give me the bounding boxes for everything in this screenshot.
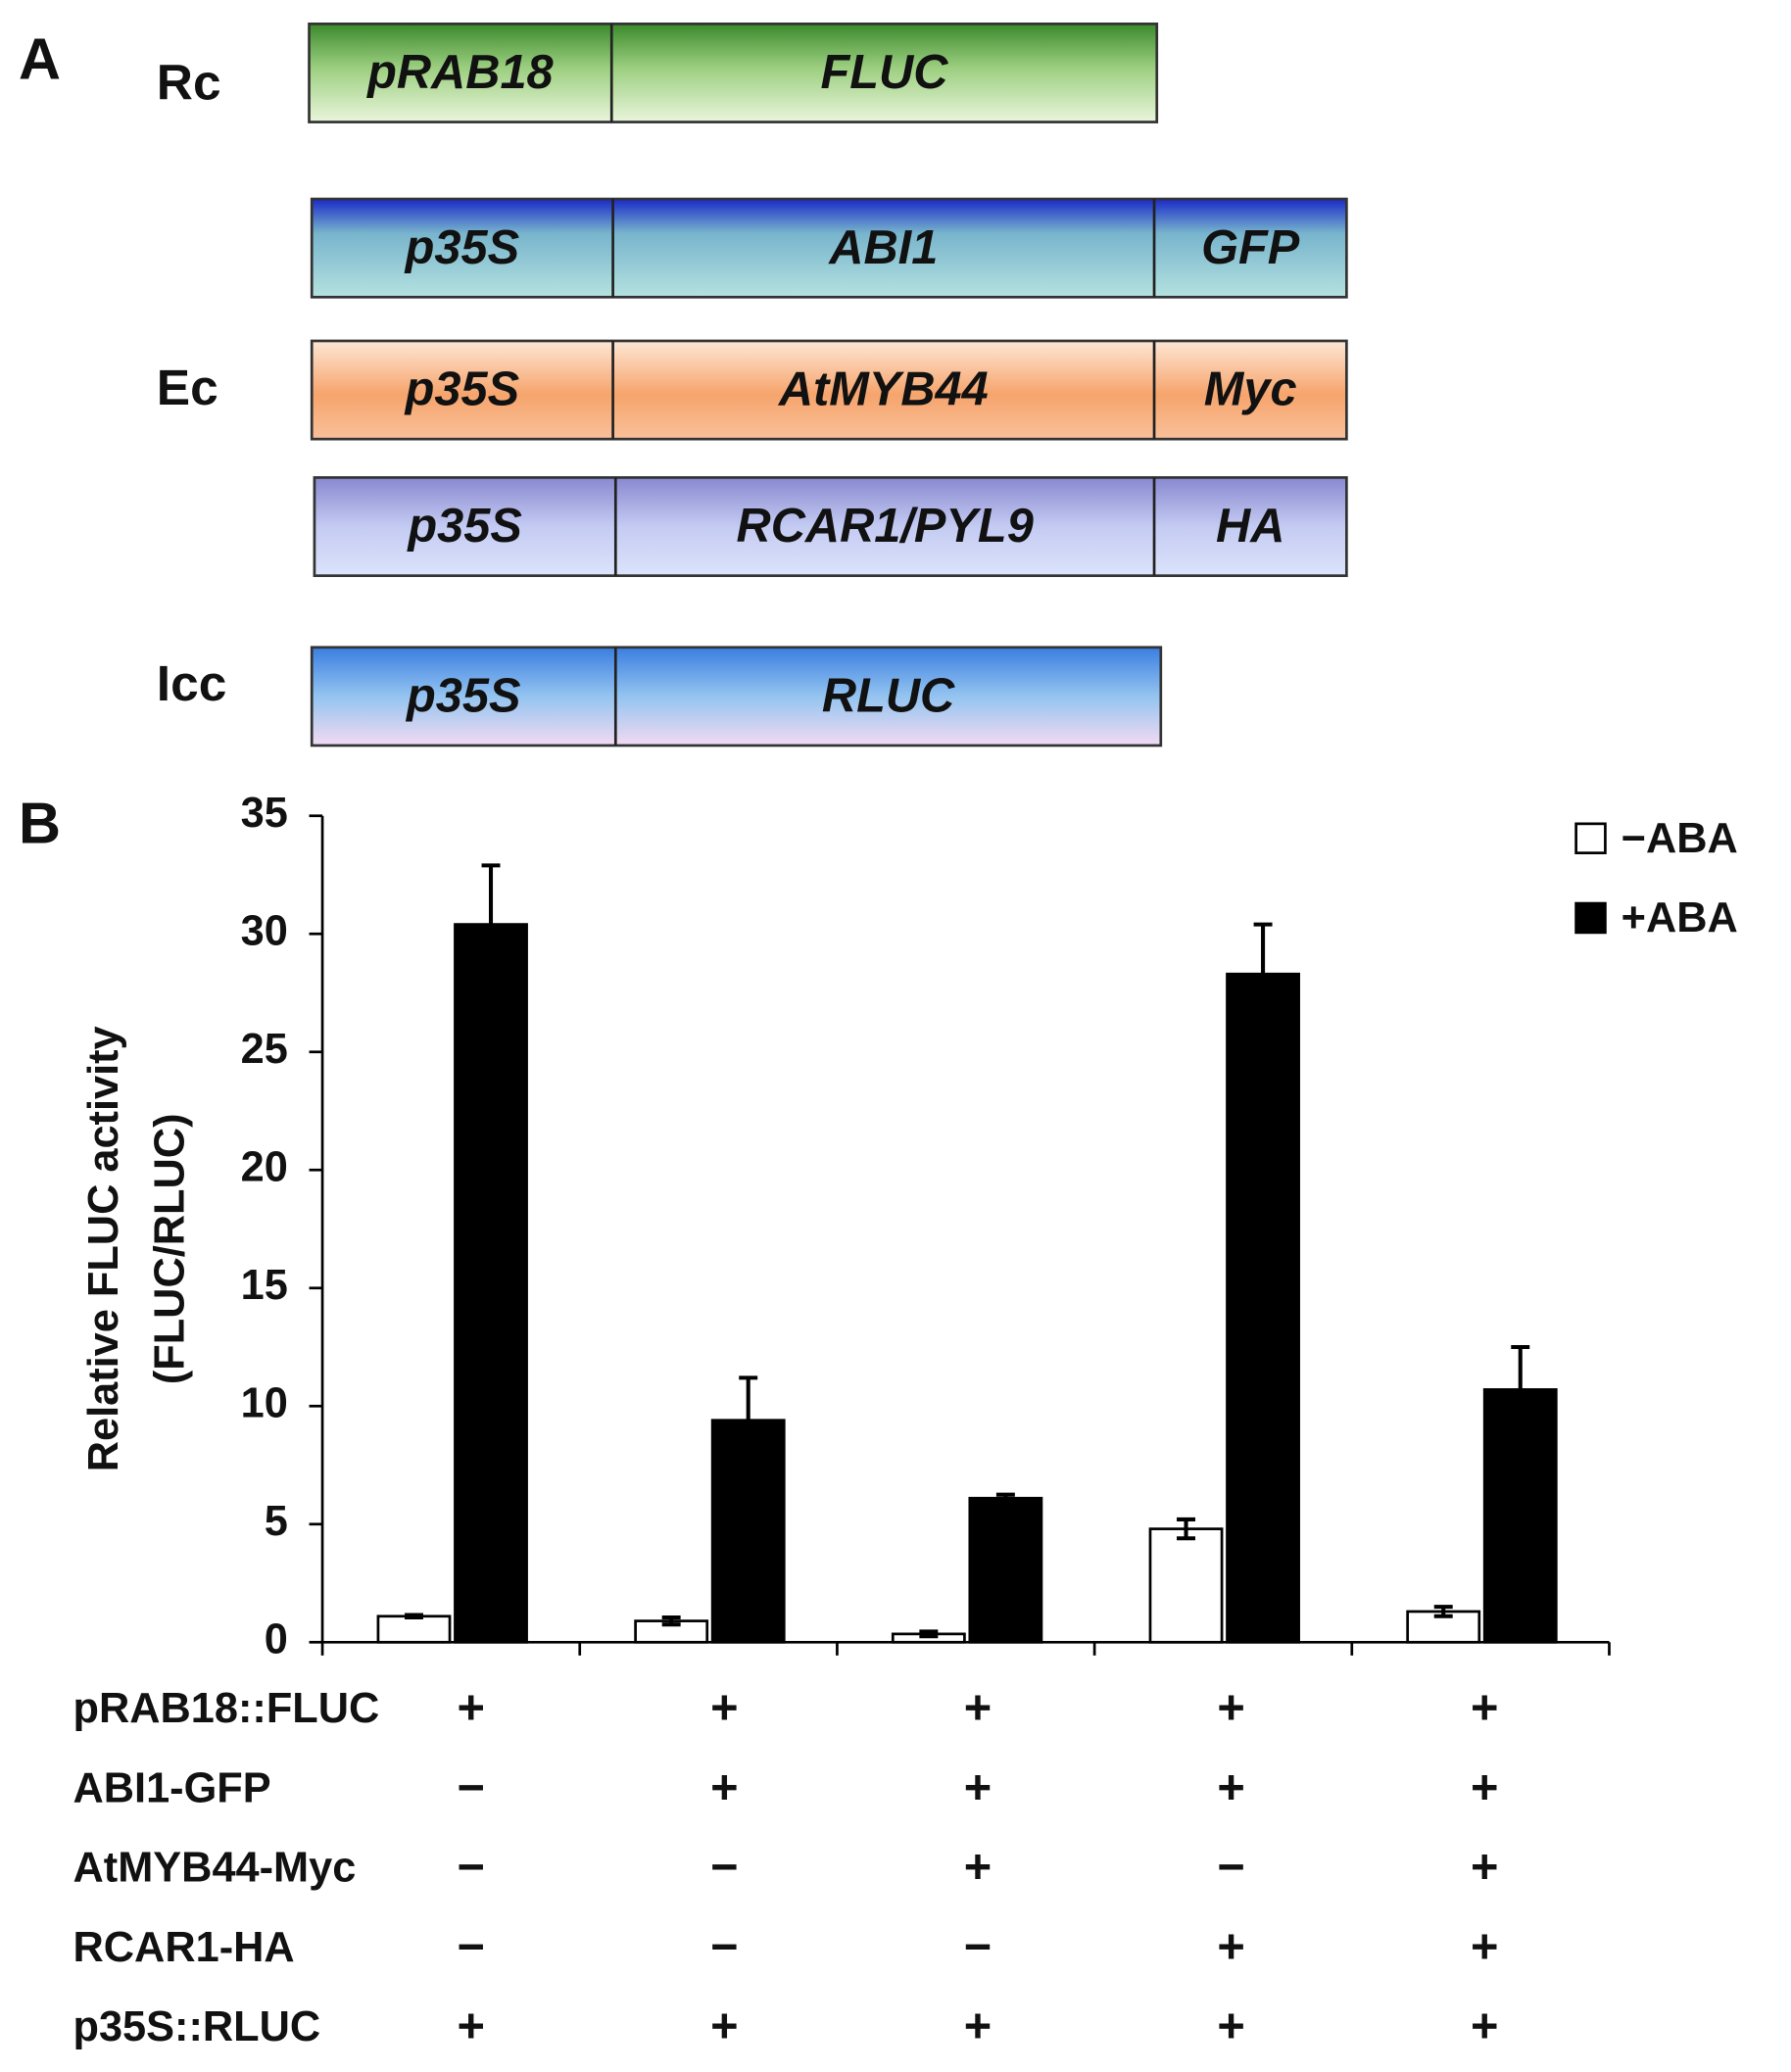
construct	[313, 476, 1348, 578]
condition-mark: −	[710, 1920, 738, 1973]
condition-mark: +	[710, 1761, 738, 1814]
condition-label: AtMYB44-Myc	[73, 1845, 356, 1892]
condition-label: RCAR1-HA	[73, 1924, 294, 1971]
condition-mark: −	[457, 1841, 484, 1894]
condition-mark: +	[1217, 2000, 1244, 2053]
bar	[454, 923, 528, 1644]
condition-label: p35S::RLUC	[73, 2003, 320, 2050]
error-bar	[995, 1492, 1015, 1504]
panel-label: B	[19, 791, 61, 856]
segment-label: RCAR1/PYL9	[737, 500, 1034, 553]
condition-label: ABI1-GFP	[73, 1764, 270, 1811]
condition-mark: +	[457, 2000, 484, 2053]
construct	[310, 646, 1163, 747]
segment-label: p35S	[404, 221, 519, 274]
error-bar	[661, 1614, 681, 1627]
condition-mark: +	[1471, 1920, 1498, 1973]
condition-mark: +	[1471, 1841, 1498, 1894]
y-tick-label: 30	[241, 908, 288, 955]
group-label: Rc	[157, 54, 221, 111]
condition-mark: +	[1217, 1920, 1244, 1973]
condition-mark: −	[457, 1920, 484, 1973]
condition-mark: +	[964, 1841, 992, 1894]
error-bar	[919, 1629, 939, 1639]
condition-mark: +	[964, 1761, 992, 1814]
y-tick-label: 10	[241, 1380, 288, 1427]
condition-mark: +	[1471, 1761, 1498, 1814]
bar	[376, 1614, 452, 1644]
condition-mark: −	[710, 1841, 738, 1894]
group-label: Ec	[157, 359, 218, 415]
group-label: Icc	[157, 654, 227, 711]
segment-label: AtMYB44	[778, 363, 989, 416]
bar	[1226, 972, 1300, 1644]
segment-label: p35S	[404, 363, 519, 416]
condition-mark: +	[1217, 1682, 1244, 1735]
legend-label: −ABA	[1622, 815, 1738, 862]
condition-mark: +	[964, 1682, 992, 1735]
construct	[310, 339, 1348, 441]
legend-swatch	[1574, 901, 1607, 935]
y-tick-label: 20	[241, 1144, 288, 1191]
segment-label: p35S	[405, 669, 520, 722]
y-tick-label: 25	[241, 1026, 288, 1073]
error-bar	[1433, 1605, 1453, 1618]
construct	[308, 23, 1159, 123]
legend-label: +ABA	[1622, 894, 1738, 941]
segment-label: Myc	[1204, 363, 1297, 416]
segment-label: FLUC	[821, 46, 949, 99]
error-bar	[405, 1613, 423, 1620]
condition-mark: −	[457, 1761, 484, 1814]
segment-label: ABI1	[828, 221, 938, 274]
condition-mark: −	[1217, 1841, 1244, 1894]
condition-mark: +	[1471, 2000, 1498, 2053]
segment-label: pRAB18	[365, 46, 554, 99]
bar	[1148, 1527, 1224, 1644]
condition-mark: +	[1217, 1761, 1244, 1814]
condition-mark: +	[457, 1682, 484, 1735]
y-tick-label: 35	[241, 790, 288, 837]
y-tick-label: 0	[265, 1616, 288, 1663]
y-axis-label: (FLUC/RLUC)	[146, 1113, 193, 1384]
legend-swatch	[1574, 822, 1607, 854]
segment-label: GFP	[1201, 221, 1300, 274]
condition-mark: +	[1471, 1682, 1498, 1735]
error-bar	[739, 1375, 758, 1466]
error-bar	[1253, 922, 1273, 1026]
y-tick-label: 15	[241, 1262, 288, 1309]
condition-mark: +	[710, 1682, 738, 1735]
condition-mark: −	[964, 1920, 992, 1973]
segment-label: p35S	[406, 500, 521, 553]
panel-label: A	[19, 26, 61, 92]
y-tick-label: 5	[265, 1498, 288, 1545]
error-bar	[1511, 1344, 1530, 1434]
bar	[968, 1496, 1043, 1644]
error-bar	[481, 863, 501, 986]
segment-label: HA	[1216, 500, 1284, 553]
condition-mark: +	[710, 2000, 738, 2053]
y-axis-label: Relative FLUC activity	[80, 1026, 127, 1471]
error-bar	[1177, 1517, 1196, 1541]
condition-label: pRAB18::FLUC	[73, 1685, 379, 1732]
segment-label: RLUC	[822, 669, 955, 722]
condition-mark: +	[964, 2000, 992, 2053]
construct	[310, 197, 1348, 299]
